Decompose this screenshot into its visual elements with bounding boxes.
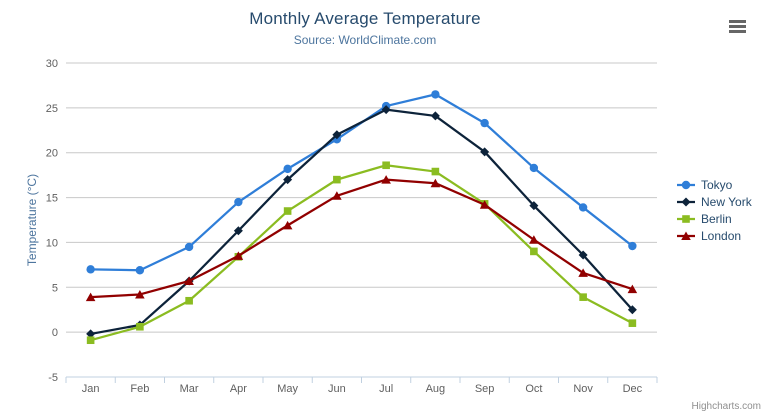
point-london-nov[interactable]: [578, 268, 588, 277]
point-london-may[interactable]: [282, 220, 293, 230]
point-tokyo-may[interactable]: [283, 164, 292, 174]
y-tick-label: 20: [46, 148, 58, 160]
point-london-jul[interactable]: [381, 175, 391, 184]
point-berlin-mar[interactable]: [185, 296, 193, 305]
point-tokyo-feb[interactable]: [135, 266, 145, 275]
legend-marker[interactable]: [681, 231, 691, 240]
legend-item-berlin[interactable]: Berlin: [676, 210, 752, 227]
y-tick-label: 15: [46, 193, 58, 205]
x-tick-label: Oct: [525, 383, 542, 395]
x-tick-label: May: [277, 383, 298, 395]
y-tick-label: -5: [48, 372, 58, 384]
legend-item-tokyo[interactable]: Tokyo: [676, 176, 752, 193]
y-tick-label: 0: [52, 327, 58, 339]
y-tick-label: 10: [46, 237, 58, 249]
x-tick-label: Feb: [130, 383, 149, 395]
legend: Tokyo New York Berlin London: [676, 176, 752, 244]
point-berlin-dec[interactable]: [628, 319, 637, 327]
legend-symbol-square: [677, 214, 695, 223]
y-tick-label: 25: [46, 103, 58, 115]
legend-label: London: [701, 228, 742, 243]
legend-symbol-diamond: [677, 197, 695, 206]
point-london-mar[interactable]: [184, 276, 194, 286]
series-line[interactable]: [89, 178, 634, 299]
x-tick-label: Sep: [475, 383, 495, 395]
credits-link[interactable]: Highcharts.com: [691, 401, 761, 412]
legend-symbol-triangle: [677, 231, 695, 240]
legend-label: Tokyo: [701, 177, 733, 192]
series-tokyo: [86, 90, 637, 275]
point-berlin-jul[interactable]: [382, 161, 390, 170]
point-london-dec[interactable]: [627, 284, 638, 294]
point-berlin-may[interactable]: [283, 207, 292, 215]
legend-marker[interactable]: [681, 180, 691, 189]
x-tick-label: Dec: [623, 383, 643, 395]
point-new-york-oct[interactable]: [529, 201, 539, 211]
point-new-york-dec[interactable]: [627, 305, 637, 315]
point-berlin-jan[interactable]: [86, 336, 95, 345]
x-tick-label: Nov: [573, 383, 593, 395]
chart-title: Monthly Average Temperature: [249, 9, 481, 28]
y-tick-label: 30: [46, 58, 58, 70]
point-berlin-aug[interactable]: [431, 167, 440, 176]
point-berlin-oct[interactable]: [530, 247, 538, 256]
point-new-york-may[interactable]: [283, 175, 293, 185]
point-tokyo-aug[interactable]: [431, 90, 440, 99]
point-tokyo-mar[interactable]: [184, 242, 194, 252]
series-london: [85, 175, 638, 302]
legend-label: New York: [701, 194, 752, 209]
x-tick-label: Jun: [328, 383, 346, 395]
point-new-york-jun[interactable]: [332, 130, 342, 140]
point-tokyo-dec[interactable]: [628, 241, 637, 251]
point-london-jan[interactable]: [85, 292, 96, 302]
hamburger-icon: [729, 19, 747, 33]
point-new-york-nov[interactable]: [578, 250, 588, 260]
legend-marker[interactable]: [682, 214, 690, 223]
point-new-york-aug[interactable]: [430, 111, 440, 121]
point-berlin-jun[interactable]: [333, 175, 341, 184]
point-new-york-jan[interactable]: [86, 329, 96, 339]
point-tokyo-jan[interactable]: [86, 265, 95, 274]
legend-symbol-circle: [677, 180, 695, 189]
point-new-york-apr[interactable]: [233, 226, 243, 236]
point-london-aug[interactable]: [430, 178, 441, 188]
point-tokyo-nov[interactable]: [578, 203, 588, 212]
point-berlin-nov[interactable]: [579, 293, 587, 301]
context-menu-button[interactable]: [726, 17, 750, 37]
legend-item-london[interactable]: London: [676, 227, 752, 244]
series-new-york: [86, 105, 637, 339]
point-london-apr[interactable]: [233, 251, 244, 260]
point-tokyo-sep[interactable]: [480, 118, 489, 128]
point-tokyo-apr[interactable]: [234, 197, 243, 207]
x-tick-label: Jan: [82, 383, 100, 395]
series-line[interactable]: [89, 164, 634, 342]
series-line[interactable]: [89, 108, 634, 336]
point-berlin-feb[interactable]: [136, 322, 144, 331]
chart-subtitle: Source: WorldClimate.com: [293, 33, 437, 47]
x-tick-label: Mar: [180, 383, 199, 395]
point-new-york-sep[interactable]: [480, 147, 490, 157]
y-tick-label: 5: [52, 282, 58, 294]
x-tick-label: Apr: [230, 383, 247, 395]
legend-marker[interactable]: [681, 197, 691, 206]
x-tick-label: Aug: [426, 383, 446, 395]
point-new-york-jul[interactable]: [381, 105, 391, 115]
legend-item-new-york[interactable]: New York: [676, 193, 752, 210]
point-tokyo-oct[interactable]: [529, 163, 539, 173]
legend-label: Berlin: [701, 211, 732, 226]
point-london-jun[interactable]: [332, 191, 342, 200]
point-london-feb[interactable]: [135, 289, 145, 299]
point-london-oct[interactable]: [529, 235, 539, 244]
series-line[interactable]: [89, 93, 634, 272]
point-london-sep[interactable]: [479, 200, 490, 209]
x-tick-label: Jul: [379, 383, 393, 395]
